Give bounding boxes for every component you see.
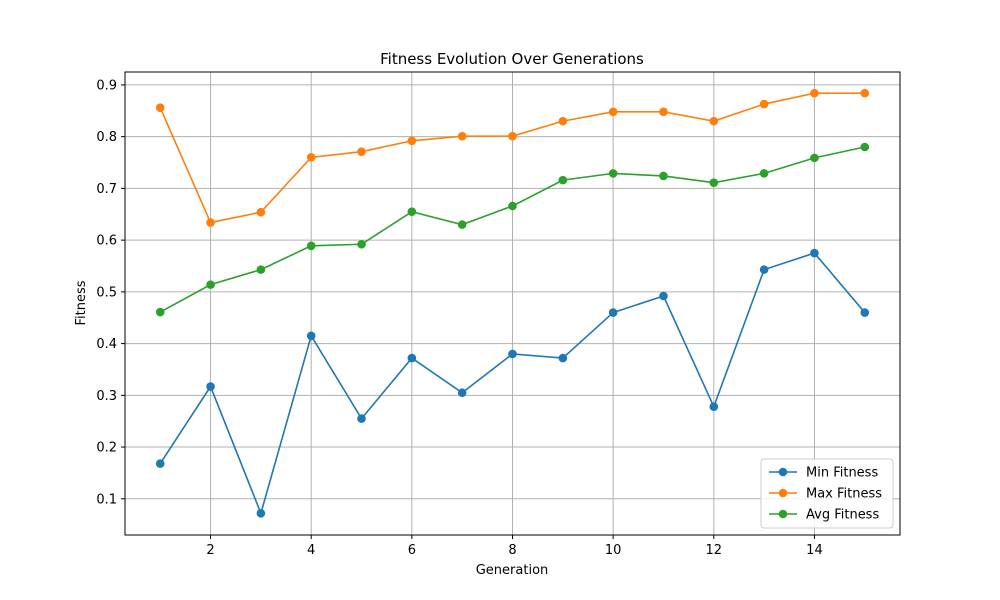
max-fitness-point	[155, 103, 165, 112]
x-axis-label: Generation	[476, 563, 549, 578]
series-layer	[155, 88, 870, 518]
max-fitness-point	[860, 88, 870, 98]
max-fitness-point	[306, 153, 316, 162]
max-fitness-point	[256, 207, 266, 217]
avg-fitness-point	[659, 171, 668, 181]
legend-avg-fitness-swatch-marker	[778, 509, 788, 519]
avg-fitness-point	[558, 175, 568, 185]
max-fitness-point	[608, 107, 618, 117]
y-tick-label: 0.9	[96, 78, 117, 93]
grid-lines	[125, 72, 900, 535]
legend-min-fitness-swatch-marker	[778, 467, 788, 477]
min-fitness-point	[457, 388, 467, 398]
y-tick-label: 0.7	[96, 182, 117, 197]
y-tick-label: 0.3	[96, 389, 117, 404]
avg-fitness-point	[256, 265, 266, 274]
min-fitness-point	[357, 414, 366, 423]
avg-fitness-point	[457, 220, 467, 229]
legend-min-fitness-label: Min Fitness	[806, 466, 878, 481]
legend-max-fitness-swatch-marker	[778, 488, 788, 498]
y-tick-label: 0.6	[96, 234, 117, 249]
x-tick-label: 4	[307, 543, 315, 558]
avg-fitness-point	[608, 169, 618, 178]
chart-title: Fitness Evolution Over Generations	[380, 50, 644, 68]
x-tick-label: 12	[706, 543, 723, 558]
y-tick-label: 0.5	[96, 285, 117, 300]
max-fitness-point	[709, 116, 719, 126]
max-fitness-point	[206, 218, 215, 227]
min-fitness-point	[810, 248, 819, 258]
max-fitness-point	[558, 116, 568, 126]
min-fitness-point	[206, 382, 215, 391]
max-fitness-point	[810, 88, 819, 98]
max-fitness-point	[659, 107, 668, 117]
min-fitness-point	[508, 349, 517, 359]
min-fitness-point	[558, 353, 568, 363]
legend-box	[760, 458, 894, 529]
avg-fitness-point	[759, 169, 769, 178]
x-tick-label: 8	[508, 543, 516, 558]
min-fitness-point	[155, 459, 165, 468]
min-fitness-point	[306, 331, 316, 341]
max-fitness-point	[407, 136, 417, 146]
avg-fitness-point	[306, 241, 316, 251]
x-tick-label: 10	[605, 543, 622, 558]
legend-avg-fitness-label: Avg Fitness	[806, 508, 879, 523]
y-tick-label: 0.1	[96, 492, 117, 507]
avg-fitness-point	[357, 239, 366, 249]
min-fitness-point	[608, 308, 618, 317]
min-fitness-point	[860, 308, 870, 317]
x-tick-label: 14	[806, 543, 823, 558]
y-tick-label: 0.2	[96, 441, 117, 456]
min-fitness-point	[709, 402, 719, 412]
max-fitness-point	[457, 131, 467, 141]
legend: Min Fitness Max Fitness Avg Fitness	[760, 458, 894, 529]
avg-fitness-point	[206, 280, 215, 289]
avg-fitness-point	[810, 153, 819, 163]
axis-ticks: 2 4 6 8 10 12 14 0.1 0.2 0.3 0.4 0.5 0.6 0.7 0.8 0.9	[96, 78, 822, 558]
min-fitness-point	[407, 353, 417, 363]
y-axis-label: Fitness	[74, 280, 89, 325]
min-fitness-point	[759, 265, 769, 274]
avg-fitness-point	[508, 201, 517, 211]
avg-fitness-point	[860, 142, 870, 152]
x-tick-label: 6	[408, 543, 416, 558]
max-fitness-point	[759, 99, 769, 109]
x-tick-label: 2	[206, 543, 214, 558]
y-tick-label: 0.4	[96, 337, 117, 352]
avg-fitness-point	[709, 178, 719, 188]
max-fitness-point	[508, 131, 517, 141]
max-fitness-point	[357, 147, 366, 156]
min-fitness-point	[659, 291, 668, 301]
avg-fitness-point	[407, 207, 417, 216]
y-tick-label: 0.8	[96, 130, 117, 145]
avg-fitness-point	[155, 307, 165, 317]
legend-max-fitness-label: Max Fitness	[806, 487, 882, 502]
min-fitness-point	[256, 508, 266, 518]
